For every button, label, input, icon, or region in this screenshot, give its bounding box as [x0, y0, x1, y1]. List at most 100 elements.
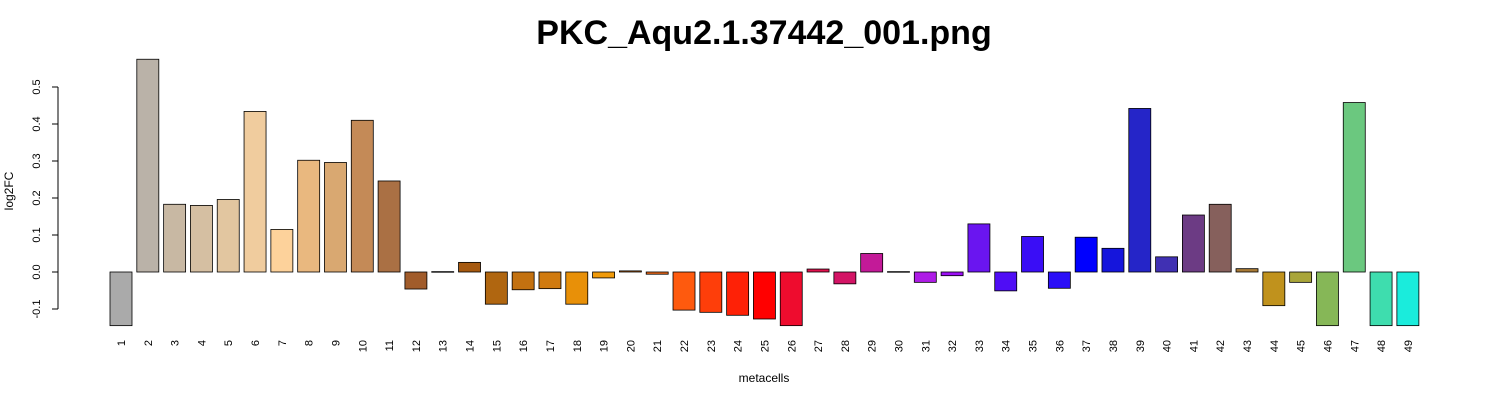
bar-metacell-19: [592, 271, 615, 279]
x-tick-label: 4: [196, 340, 208, 346]
bar-metacell-34: [994, 271, 1018, 292]
x-axis-label: metacells: [739, 371, 790, 385]
bar-metacell-15: [484, 271, 508, 305]
bar-metacell-32: [940, 271, 964, 277]
x-tick-label: 8: [304, 340, 316, 346]
bar-metacell-24: [726, 271, 750, 316]
x-tick-label: 28: [840, 340, 852, 352]
chart-title: PKC_Aqu2.1.37442_001.png: [536, 14, 991, 52]
bar-metacell-27: [806, 268, 830, 273]
bar-metacell-48: [1369, 271, 1393, 327]
bar-metacell-49: [1396, 271, 1420, 327]
x-tick-label: 43: [1242, 340, 1254, 352]
x-tick-label: 29: [867, 340, 879, 352]
bar-metacell-4: [190, 204, 213, 273]
x-tick-label: 46: [1322, 340, 1334, 352]
x-tick-label: 45: [1296, 340, 1308, 352]
x-tick-label: 38: [1108, 340, 1120, 352]
x-tick-label: 5: [223, 340, 235, 346]
bar-metacell-7: [270, 229, 294, 273]
x-tick-label: 33: [974, 340, 986, 352]
x-tick-label: 25: [759, 340, 771, 352]
bar-metacell-42: [1208, 203, 1232, 273]
x-tick-label: 20: [625, 340, 637, 352]
x-tick-label: 37: [1081, 340, 1093, 352]
x-tick-label: 11: [384, 340, 396, 351]
y-axis: -0.1 0.0 0.1 0.2 0.3 0.4 0.5: [31, 79, 59, 319]
bar-metacell-3: [163, 203, 187, 273]
x-tick-label: 9: [330, 340, 342, 346]
y-tick-label: 0.2: [31, 190, 43, 205]
bar-metacell-5: [216, 199, 240, 273]
bar-metacell-20: [618, 270, 642, 273]
x-tick-label: 1: [116, 340, 128, 346]
x-tick-label: 40: [1162, 340, 1174, 352]
x-tick-label: 12: [411, 340, 423, 352]
x-tick-label: 26: [786, 340, 798, 352]
bar-metacell-38: [1101, 247, 1125, 273]
x-tick-label: 47: [1349, 340, 1361, 352]
bar-metacell-47: [1342, 102, 1366, 273]
bar-metacell-21: [645, 271, 669, 275]
bar-metacell-26: [779, 271, 803, 327]
bar-metacell-46: [1316, 271, 1339, 327]
x-tick-label: 34: [1001, 340, 1013, 352]
x-tick-labels: 1 2 3 4 5 6 7 8 9 10 11 12 13 14 15 16 17 18 19 20 21 22 23 24 2…: [116, 340, 1415, 352]
y-tick-label: 0.4: [31, 116, 43, 131]
bar-metacell-41: [1182, 214, 1205, 273]
x-tick-label: 17: [545, 340, 557, 352]
bar-metacell-16: [511, 271, 535, 291]
bars-group: [109, 58, 1420, 327]
bar-metacell-2: [136, 58, 160, 273]
x-tick-label: 44: [1269, 340, 1281, 352]
bar-metacell-28: [833, 271, 857, 285]
bar-metacell-18: [565, 271, 589, 305]
x-tick-label: 13: [438, 340, 450, 352]
bar-metacell-43: [1235, 268, 1259, 273]
x-tick-label: 36: [1054, 340, 1066, 352]
bar-metacell-40: [1155, 256, 1178, 273]
y-tick-label: 0.0: [31, 264, 43, 279]
y-tick-label: 0.5: [31, 79, 43, 94]
bar-metacell-39: [1128, 108, 1152, 273]
x-tick-label: 19: [599, 340, 611, 352]
x-tick-label: 10: [357, 340, 369, 352]
x-tick-label: 21: [652, 340, 664, 352]
x-tick-label: 32: [947, 340, 959, 352]
y-tick-label: -0.1: [31, 300, 43, 319]
bar-metacell-8: [297, 159, 321, 273]
y-tick-label: 0.3: [31, 153, 43, 168]
x-tick-label: 6: [250, 340, 262, 346]
x-tick-label: 30: [893, 340, 905, 352]
bar-metacell-9: [324, 162, 347, 273]
x-tick-label: 42: [1215, 340, 1227, 352]
bar-metacell-30: [887, 271, 910, 273]
bar-metacell-29: [860, 253, 884, 273]
bar-metacell-31: [913, 271, 937, 283]
bar-metacell-37: [1074, 236, 1098, 273]
x-tick-label: 22: [679, 340, 691, 352]
y-axis-label: log2FC: [2, 171, 16, 210]
x-tick-label: 24: [733, 340, 745, 352]
bar-metacell-25: [753, 271, 776, 320]
x-tick-label: 35: [1028, 340, 1040, 352]
bar-metacell-33: [967, 223, 991, 273]
bar-metacell-45: [1289, 271, 1313, 283]
bar-metacell-13: [431, 271, 455, 273]
bar-metacell-1: [109, 271, 133, 327]
y-tick-label: 0.1: [31, 227, 43, 242]
bar-metacell-36: [1047, 271, 1071, 289]
x-tick-label: 14: [465, 340, 477, 352]
x-tick-label: 2: [143, 340, 155, 346]
bar-metacell-17: [538, 271, 562, 290]
x-tick-label: 31: [920, 340, 932, 352]
x-tick-label: 49: [1403, 340, 1415, 352]
x-tick-label: 27: [813, 340, 825, 352]
x-tick-label: 16: [518, 340, 530, 352]
bar-metacell-44: [1262, 271, 1286, 307]
bar-metacell-12: [404, 271, 428, 290]
x-tick-label: 23: [706, 340, 718, 352]
x-tick-label: 15: [491, 340, 503, 352]
bar-metacell-14: [458, 261, 481, 273]
